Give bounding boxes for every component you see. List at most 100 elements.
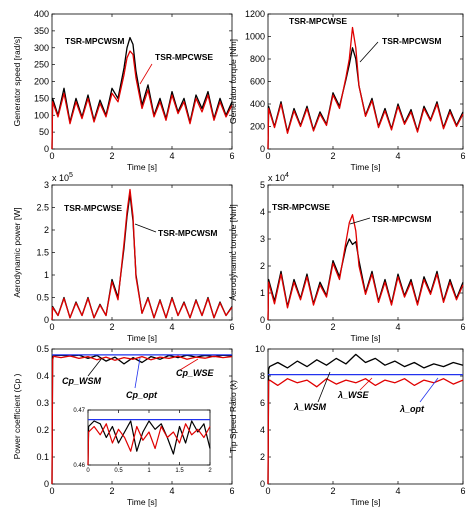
x-tick-label: 2 (330, 151, 335, 161)
x-axis-label: Time [s] (351, 497, 381, 507)
annotation-label: TSR-MPCWSM (158, 228, 218, 238)
y-tick-label: 0.5 (36, 293, 49, 303)
y-tick-label: 4 (260, 425, 265, 435)
series-line-1 (267, 214, 464, 321)
y-axis-label: Aerodynamic power [W] (12, 207, 22, 297)
y-tick-label: 400 (250, 99, 265, 109)
y-tick-label: 600 (250, 77, 265, 87)
annotation-label: TSR-MPCWSE (289, 16, 347, 26)
y-tick-label: 800 (250, 54, 265, 64)
annotation-label: TSR-MPCWSM (372, 214, 432, 224)
y-axis-label: Generator speed [rad/s] (12, 37, 22, 127)
annotation-label: λ_opt (399, 404, 425, 414)
series-line-1 (267, 26, 464, 150)
y-tick-label: 0 (260, 479, 265, 489)
y-tick-label: 0.4 (36, 371, 49, 381)
plot-frame (51, 13, 233, 150)
plot-frame (51, 184, 233, 321)
annotation-pointer (87, 357, 103, 377)
annotation-label: Cp_WSE (176, 368, 215, 378)
x-tick-label: 0 (265, 151, 270, 161)
y-tick-label: 1 (260, 288, 265, 298)
y-axis-label: Generator torque [Nm] (228, 39, 238, 124)
y-tick-label: 300 (34, 43, 49, 53)
x-tick-label: 0 (265, 322, 270, 332)
y-tick-label: 0.2 (36, 425, 49, 435)
x-tick-label: 2 (330, 486, 335, 496)
series-line-1 (51, 50, 233, 150)
y-tick-label: 6 (260, 398, 265, 408)
y-tick-label: 400 (34, 9, 49, 19)
annotation-pointer (134, 357, 141, 389)
x-tick-label: 4 (395, 151, 400, 161)
y-tick-label: 100 (34, 110, 49, 120)
x-tick-label: 6 (229, 151, 234, 161)
y-tick-label: 2 (44, 225, 49, 235)
axis-exponent: x 104 (268, 172, 289, 183)
x-tick-label: 6 (460, 151, 465, 161)
x-tick-label: 2 (330, 322, 335, 332)
annotation-label: λ_WSE (337, 390, 370, 400)
y-tick-label: 1 (44, 270, 49, 280)
y-tick-label: 2 (260, 261, 265, 271)
chart-aero-torque: 0 2 4 6 0 1 2 3 4 5x 104 Time [s] Aerodynamic torqu… (228, 172, 466, 343)
chart-gen-torque: 0 2 4 6 0 200 400 600 800 1000 1200 Time [s] Generat… (228, 9, 466, 172)
x-axis-label: Time [s] (127, 162, 157, 172)
chart-power-coeff-inset: 0 0.5 1 1.5 2 0.46 0.47 (73, 408, 212, 474)
annotation-label: Cp_WSM (62, 376, 102, 386)
annotation-label: TSR-MPCWSE (64, 203, 122, 213)
y-tick-label: 3 (44, 180, 49, 190)
x-tick-label: 2 (109, 486, 114, 496)
series-line-1 (87, 423, 211, 466)
chart-aero-power: 0 2 4 6 0 0.5 1 1.5 2 2.5 3x 105 Time [s] Aerodynami… (12, 172, 235, 343)
annotation-label: Cp_opt (126, 390, 158, 400)
chart-tsr: 0 2 4 6 0 2 4 6 8 10 Time [s] Tip Speed Ratio (λ) λ_… (228, 344, 466, 507)
annotation-label: TSR-MPCWSE (272, 202, 330, 212)
y-tick-label: 200 (250, 122, 265, 132)
x-tick-label: 6 (229, 322, 234, 332)
y-tick-label: 350 (34, 26, 49, 36)
x-tick-label: 0 (86, 468, 90, 474)
annotation-label: TSR-MPCWSE (155, 52, 213, 62)
y-tick-label: 8 (260, 371, 265, 381)
annotation-label: λ_WSM (293, 402, 327, 412)
y-tick-label: 0.3 (36, 398, 49, 408)
x-tick-label: 4 (169, 486, 174, 496)
series-line-0 (51, 354, 233, 485)
annotation-label: TSR-MPCWSM (65, 36, 125, 46)
x-axis-label: Time [s] (351, 333, 381, 343)
x-tick-label: 0 (49, 151, 54, 161)
x-axis-label: Time [s] (351, 162, 381, 172)
y-tick-label: 0.5 (36, 344, 49, 354)
y-tick-label: 1200 (245, 9, 265, 19)
annotation-label: TSR-MPCWSM (382, 36, 442, 46)
y-tick-label: 1000 (245, 32, 265, 42)
x-tick-label: 6 (229, 486, 234, 496)
series-line-0 (87, 420, 211, 466)
x-tick-label: 6 (460, 486, 465, 496)
x-tick-label: 0.5 (114, 468, 123, 474)
annotation-pointer (179, 358, 199, 371)
y-tick-label: 5 (260, 180, 265, 190)
series-line-1 (51, 355, 233, 485)
y-tick-label: 0.1 (36, 452, 49, 462)
chart-gen-speed: 0 2 4 6 0 50 100 150 200 250 300 350 400 Time [s] Gene… (12, 9, 235, 172)
axis-exponent: x 105 (52, 172, 73, 183)
x-tick-label: 0 (49, 322, 54, 332)
y-tick-label: 2.5 (36, 203, 49, 213)
y-tick-label: 150 (34, 93, 49, 103)
y-tick-label: 0 (260, 144, 265, 154)
y-tick-label: 0.47 (73, 408, 85, 414)
y-tick-label: 50 (39, 127, 49, 137)
x-tick-label: 4 (395, 322, 400, 332)
annotation-pointer (349, 217, 371, 225)
series-line-0 (51, 36, 233, 150)
x-tick-label: 2 (109, 322, 114, 332)
annotation-pointer (359, 377, 373, 391)
x-tick-label: 4 (395, 486, 400, 496)
annotation-pointer (134, 223, 157, 233)
x-tick-label: 2 (109, 151, 114, 161)
y-tick-label: 0 (44, 315, 49, 325)
x-tick-label: 0 (265, 486, 270, 496)
